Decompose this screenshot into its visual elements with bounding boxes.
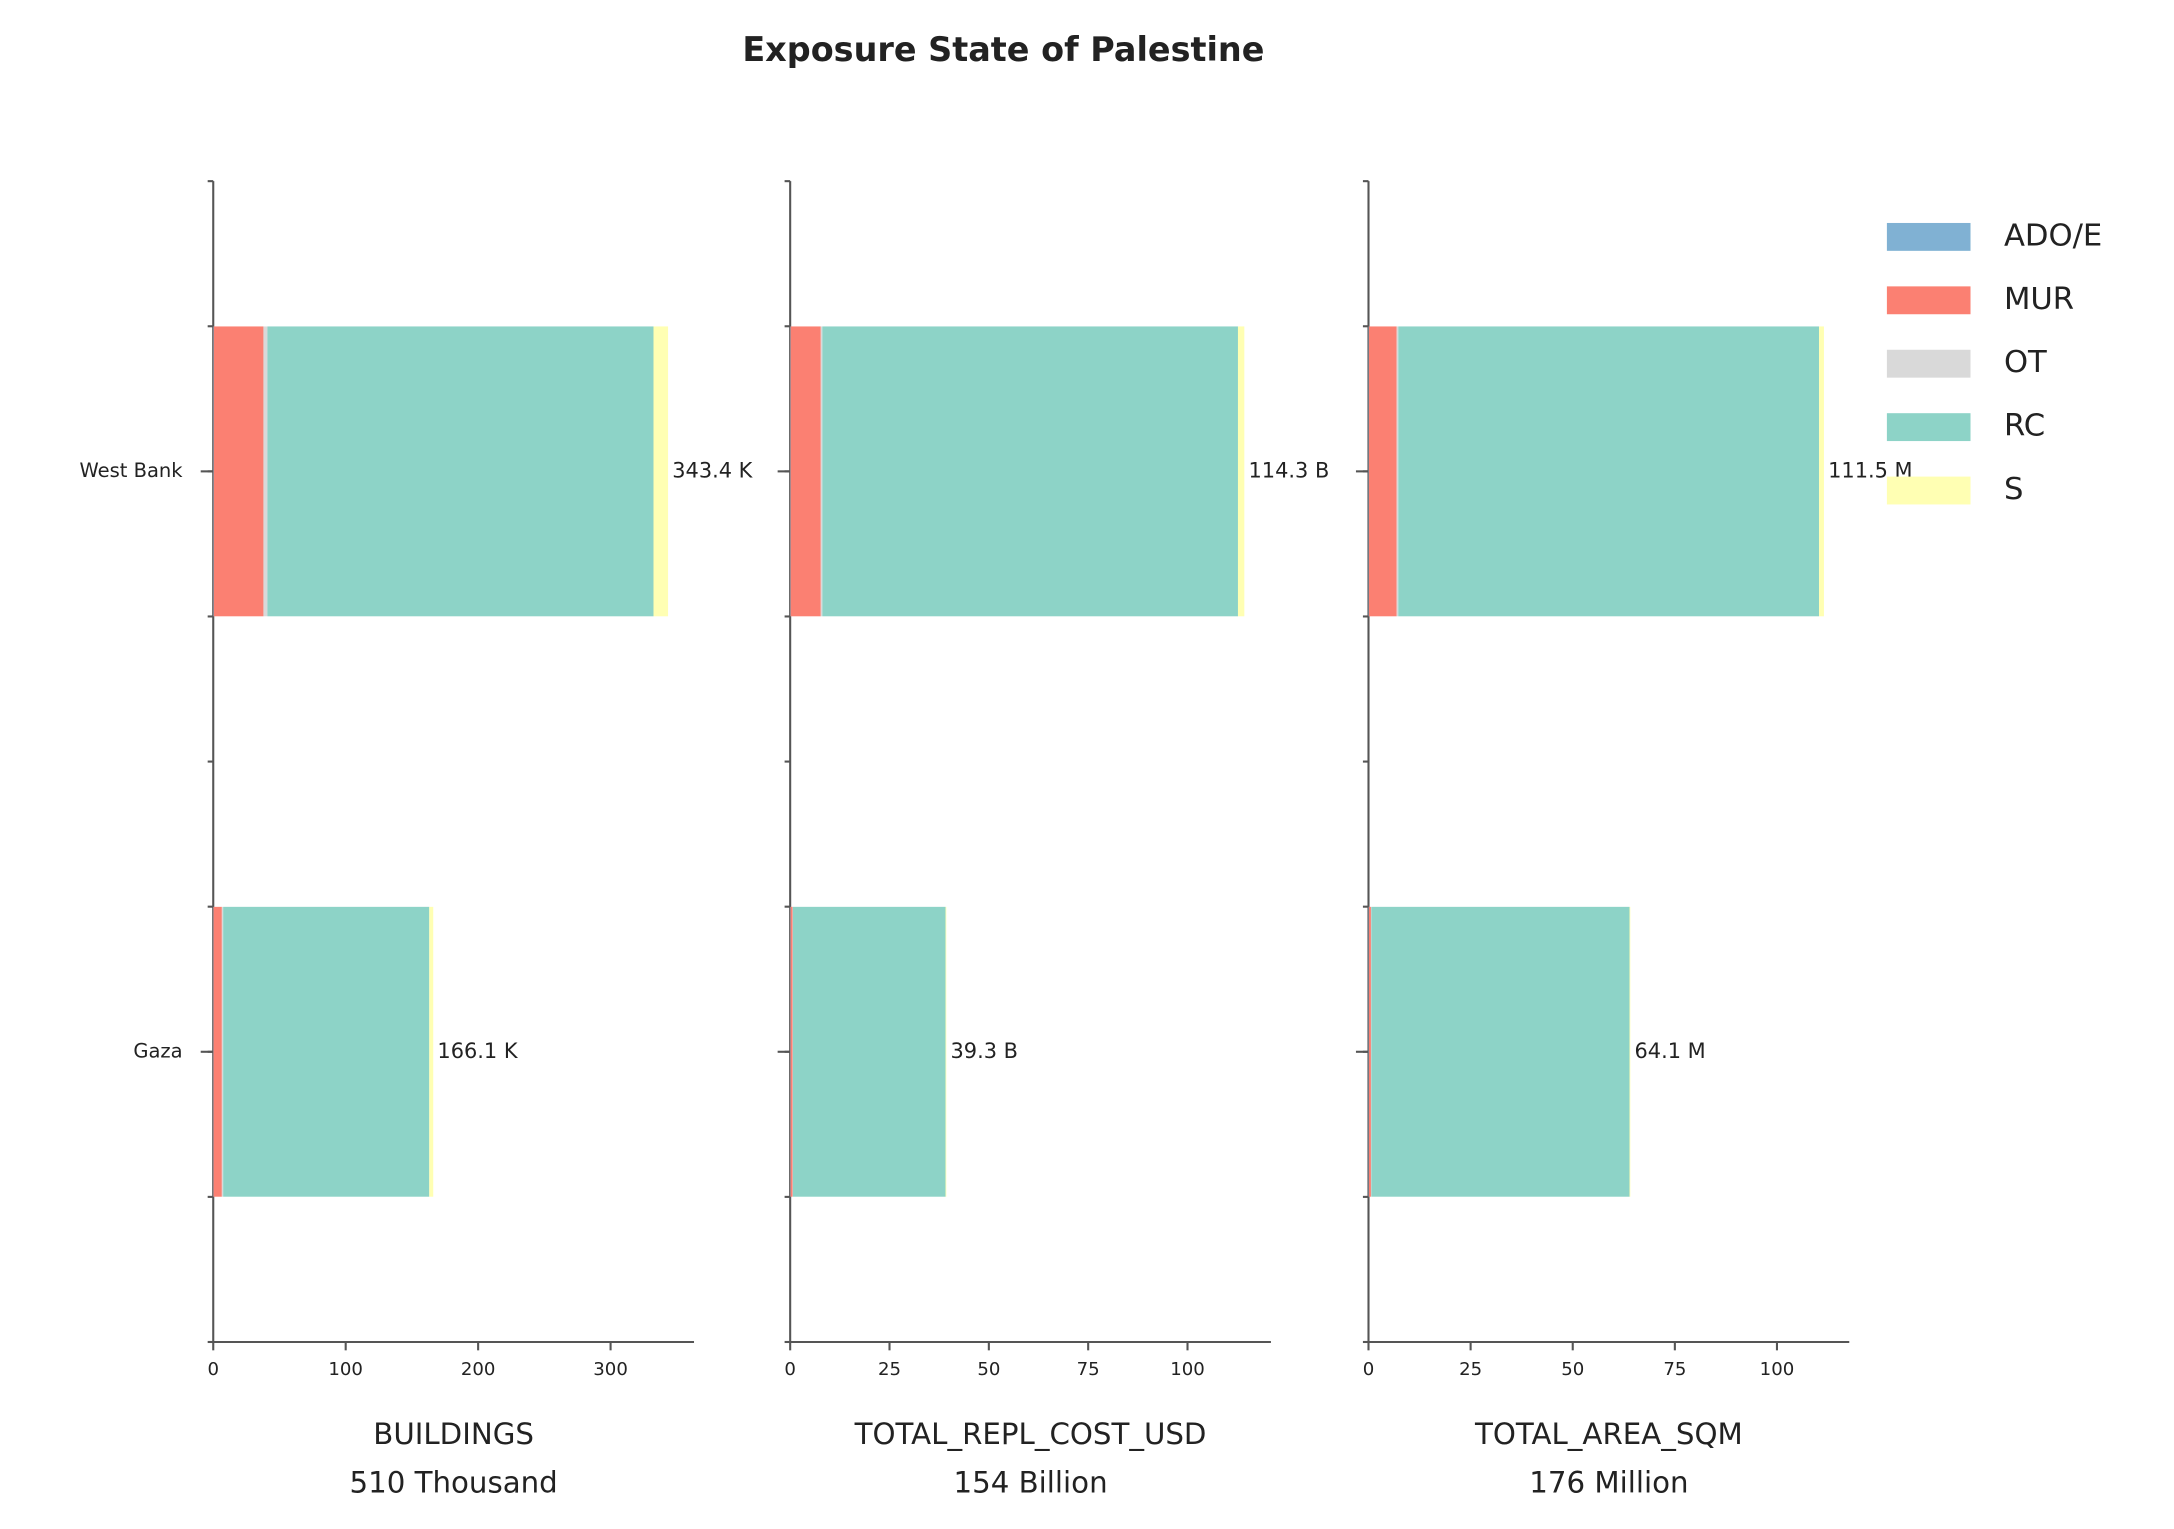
legend-swatch [1886, 222, 1971, 251]
legend-label: MUR [2004, 282, 2074, 317]
bar-segment [1237, 326, 1245, 617]
legend-label: ADO/E [2004, 218, 2102, 253]
x-axis-label: TOTAL_REPL_COST_USD [854, 1417, 1207, 1451]
bar-segment [213, 906, 222, 1197]
x-tick-label: 25 [878, 1359, 901, 1380]
y-tick-label: West Bank [79, 459, 183, 482]
bar-segment [792, 906, 946, 1197]
x-axis-sublabel: 176 Million [1529, 1466, 1688, 1500]
bar-segment [267, 326, 654, 617]
x-axis-label: BUILDINGS [373, 1417, 534, 1451]
bar-segment [1371, 906, 1630, 1197]
bar-segment [1368, 906, 1371, 1197]
figure-title: Exposure State of Palestine [742, 30, 1264, 69]
bar-segment [1398, 326, 1820, 617]
x-axis-label: TOTAL_AREA_SQM [1474, 1417, 1743, 1451]
bar-segment [790, 326, 821, 617]
bar-segment [1396, 326, 1399, 617]
bar-segment [429, 906, 434, 1197]
value-label: 114.3 B [1249, 458, 1330, 482]
value-label: 343.4 K [672, 458, 753, 482]
legend-swatch [1886, 349, 1971, 378]
bar-segment [213, 326, 214, 617]
legend-swatch [1886, 286, 1971, 315]
x-axis-sublabel: 154 Billion [953, 1466, 1107, 1500]
bar-segment [1368, 326, 1397, 617]
x-tick-label: 0 [1363, 1359, 1375, 1380]
x-tick-label: 100 [1760, 1359, 1795, 1380]
value-label: 39.3 B [951, 1039, 1019, 1063]
x-tick-label: 100 [328, 1359, 363, 1380]
bar-segment [653, 326, 669, 617]
legend-label: S [2004, 472, 2023, 507]
legend-swatch [1886, 476, 1971, 505]
bar-segment [263, 326, 268, 617]
bar-segment [1819, 326, 1824, 617]
bar-segment [820, 326, 823, 617]
bar-segment [1629, 906, 1631, 1197]
value-label: 166.1 K [437, 1039, 518, 1063]
legend-label: OT [2004, 345, 2047, 380]
bar-segment [822, 326, 1238, 617]
bar-segment [790, 906, 793, 1197]
x-tick-label: 200 [461, 1359, 496, 1380]
legend-label: RC [2004, 409, 2045, 444]
x-tick-label: 50 [977, 1359, 1000, 1380]
bar-segment [221, 906, 224, 1197]
bar-segment [223, 906, 430, 1197]
x-tick-label: 50 [1561, 1359, 1584, 1380]
x-tick-label: 300 [593, 1359, 628, 1380]
x-tick-label: 100 [1170, 1359, 1205, 1380]
y-tick-label: Gaza [133, 1039, 182, 1062]
x-tick-label: 0 [784, 1359, 796, 1380]
x-axis-sublabel: 510 Thousand [350, 1466, 558, 1500]
legend-swatch [1886, 413, 1971, 442]
value-label: 64.1 M [1635, 1039, 1706, 1063]
bar-segment [213, 326, 264, 617]
x-tick-label: 25 [1459, 1359, 1482, 1380]
x-tick-label: 75 [1663, 1359, 1686, 1380]
value-label: 111.5 M [1828, 458, 1912, 482]
x-tick-label: 75 [1077, 1359, 1100, 1380]
x-tick-label: 0 [207, 1359, 219, 1380]
bar-segment [945, 906, 947, 1197]
